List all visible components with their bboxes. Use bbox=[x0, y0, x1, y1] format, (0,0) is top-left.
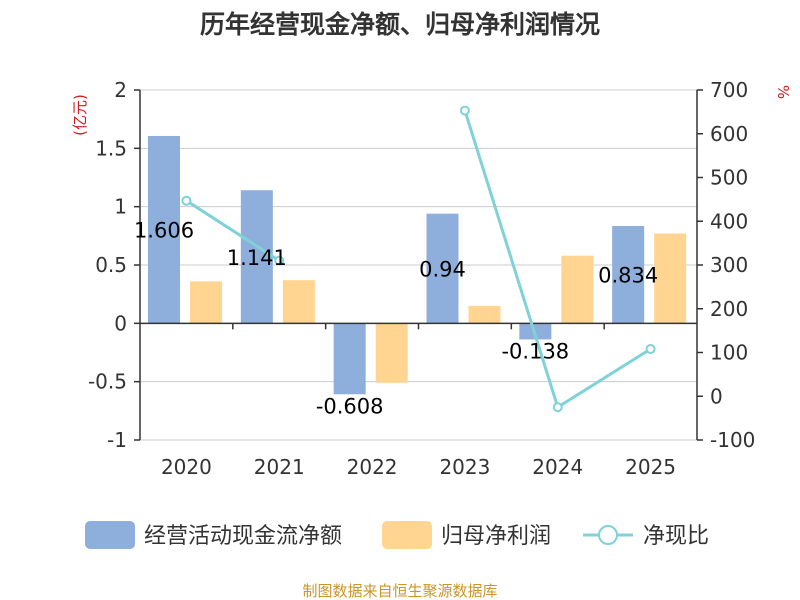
x-tick-label-2020: 2020 bbox=[161, 455, 212, 479]
bars bbox=[148, 135, 687, 395]
right-tick-label-3: 400 bbox=[710, 209, 748, 233]
right-tick-label-8: -100 bbox=[710, 428, 755, 452]
chart-title: 历年经营现金净额、归母净利润情况 bbox=[200, 10, 600, 39]
x-tick-label-2024: 2024 bbox=[532, 455, 583, 479]
ratio-point-2025 bbox=[645, 344, 656, 354]
data-label-cashflow-2023: 0.94 bbox=[419, 258, 466, 282]
x-tick-label-2021: 2021 bbox=[254, 455, 305, 479]
ratio-point-2020 bbox=[181, 195, 192, 206]
ratio-point-2021 bbox=[274, 255, 285, 266]
bar-cashflow-2020 bbox=[148, 135, 180, 324]
data-label-cashflow-2021: 1.141 bbox=[227, 246, 287, 270]
right-axis-unit: % bbox=[774, 85, 792, 99]
bar-cashflow-2022 bbox=[333, 323, 366, 395]
right-tick-label-5: 200 bbox=[710, 297, 748, 321]
bar-profit-2024 bbox=[561, 255, 594, 324]
left-tick-label-3: 0.5 bbox=[95, 253, 127, 277]
left-tick-label-0: 2 bbox=[114, 78, 127, 102]
right-tick-label-2: 500 bbox=[710, 166, 748, 190]
legend-label-profit: 归母净利润 bbox=[441, 524, 551, 549]
bar-cashflow-2021 bbox=[240, 190, 273, 324]
left-tick-label-6: -1 bbox=[107, 428, 127, 452]
data-label-cashflow-2020: 1.606 bbox=[134, 219, 194, 243]
x-tick-label-2025: 2025 bbox=[625, 455, 676, 479]
left-tick-label-2: 1 bbox=[114, 195, 127, 219]
ratio-point-2024 bbox=[552, 402, 563, 413]
bar-profit-2020 bbox=[190, 281, 222, 324]
legend-swatch-cashflow bbox=[85, 521, 135, 549]
legend-marker-ratio bbox=[598, 525, 618, 545]
bar-profit-2023 bbox=[468, 305, 501, 324]
bar-profit-2021 bbox=[282, 280, 315, 324]
x-tick-label-2022: 2022 bbox=[347, 455, 398, 479]
legend-swatch-profit bbox=[382, 521, 432, 549]
right-tick-label-6: 100 bbox=[710, 341, 748, 365]
right-tick-label-4: 300 bbox=[710, 253, 748, 277]
source-note: 制图数据来自恒生聚源数据库 bbox=[302, 582, 497, 600]
legend-item-cashflow[interactable]: 经营活动现金流净额 bbox=[85, 521, 342, 549]
bar-cashflow-2025 bbox=[612, 226, 645, 324]
left-tick-label-5: -0.5 bbox=[88, 370, 127, 394]
bar-profit-2022 bbox=[375, 323, 408, 383]
right-tick-label-7: 0 bbox=[710, 384, 723, 408]
data-label-cashflow-2025: 0.834 bbox=[598, 264, 658, 288]
data-label-cashflow-2022: -0.608 bbox=[316, 394, 384, 418]
bar-profit-2025 bbox=[654, 233, 687, 324]
ratio-point-2023 bbox=[459, 105, 470, 116]
legend-label-cashflow: 经营活动现金流净额 bbox=[144, 524, 342, 549]
ratio-line-segment-0 bbox=[185, 199, 281, 262]
data-label-cashflow-2024: -0.138 bbox=[501, 339, 569, 363]
legend-label-ratio: 净现比 bbox=[643, 524, 709, 549]
right-tick-label-1: 600 bbox=[710, 122, 748, 146]
right-tick-label-0: 700 bbox=[710, 78, 748, 102]
bar-cashflow-2023 bbox=[426, 213, 459, 324]
ratio-line bbox=[181, 105, 656, 413]
x-tick-label-2023: 2023 bbox=[439, 455, 490, 479]
data-labels: 1.606 1.141 -0.608 0.94 -0.138 0.834 bbox=[134, 219, 658, 419]
axes bbox=[134, 89, 703, 441]
left-tick-label-1: 1.5 bbox=[95, 136, 127, 160]
tick-labels: 2 1.5 1 0.5 0 -0.5 -1 700 600 500 400 300 200 100 0 -10… bbox=[88, 78, 755, 479]
left-axis-unit: (亿元) bbox=[71, 94, 89, 136]
legend: 经营活动现金流净额 归母净利润 净现比 bbox=[85, 521, 709, 549]
legend-item-ratio[interactable]: 净现比 bbox=[583, 524, 709, 549]
legend-item-profit[interactable]: 归母净利润 bbox=[382, 521, 551, 549]
left-tick-label-4: 0 bbox=[114, 311, 127, 335]
